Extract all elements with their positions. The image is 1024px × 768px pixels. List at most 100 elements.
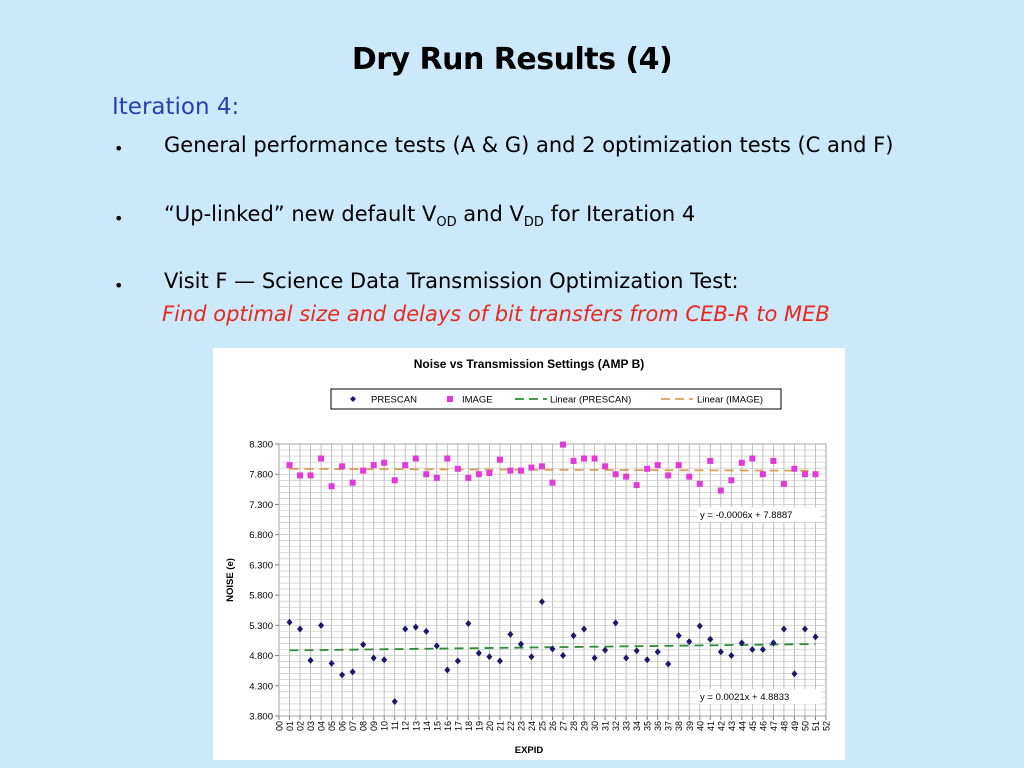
x-tick-label: 00 [275, 721, 285, 731]
legend-prescan-marker [350, 396, 356, 402]
x-tick-label: 29 [580, 721, 590, 731]
image-point [801, 471, 808, 478]
x-tick-label: 25 [537, 721, 547, 731]
bullet-item-visit-f: Visit F — Science Data Transmission Opti… [164, 269, 739, 293]
x-tick-label: 43 [727, 721, 737, 731]
annotation-bg [697, 507, 821, 522]
image-point [581, 455, 588, 462]
y-tick-label: 6.300 [249, 560, 273, 571]
image-point [349, 479, 356, 486]
x-tick-label: 51 [811, 721, 821, 731]
visit-f-goal: Find optimal size and delays of bit tran… [162, 302, 830, 326]
image-point [654, 462, 661, 469]
image-point [465, 474, 472, 481]
x-tick-label: 05 [327, 721, 337, 731]
image-point [717, 487, 724, 494]
x-tick-label: 32 [611, 721, 621, 731]
prescan-point [675, 632, 682, 640]
prescan-point [780, 625, 787, 633]
x-tick-label: 37 [664, 721, 674, 731]
image-point [570, 457, 577, 464]
prescan-point [560, 652, 567, 660]
legend-linear-image-label: Linear (IMAGE) [697, 395, 763, 406]
image-point [286, 462, 293, 469]
image-point [328, 483, 335, 490]
x-tick-label: 44 [737, 721, 747, 731]
annotation-bg [697, 689, 821, 704]
prescan-point [581, 625, 588, 633]
x-tick-label: 40 [695, 721, 705, 731]
prescan-point [759, 646, 766, 654]
x-tick-label: 38 [674, 721, 684, 731]
image-point [444, 455, 451, 462]
image-point [644, 465, 651, 472]
prescan-point [570, 632, 577, 640]
prescan-point [591, 654, 598, 662]
x-tick-label: 33 [622, 721, 632, 731]
prescan-point [328, 659, 335, 667]
y-tick-label: 8.300 [249, 440, 273, 451]
x-tick-label: 23 [516, 721, 526, 731]
prescan-point [812, 633, 819, 641]
image-point [381, 459, 388, 466]
image-point [675, 462, 682, 469]
image-point [560, 441, 567, 448]
x-tick-label: 39 [685, 721, 695, 731]
prescan-point [801, 625, 808, 633]
y-axis-label: NOISE (e) [225, 558, 236, 602]
x-tick-label: 48 [779, 721, 789, 731]
image-point [507, 467, 514, 474]
prescan-point [423, 627, 430, 635]
image-point [412, 455, 419, 462]
y-tick-label: 3.800 [249, 712, 273, 723]
x-axis-label: EXPID [515, 745, 544, 756]
image-point [686, 473, 693, 480]
x-tick-label: 10 [380, 721, 390, 731]
prescan-point [528, 653, 535, 661]
x-tick-label: 36 [653, 721, 663, 731]
trend-equation-image: y = -0.0006x + 7.8887 [700, 510, 792, 521]
x-tick-label: 27 [559, 721, 569, 731]
prescan-point [391, 697, 398, 705]
x-tick-label: 09 [369, 721, 379, 731]
x-tick-label: 34 [632, 721, 642, 731]
x-tick-label: 26 [548, 721, 558, 731]
image-point [623, 473, 630, 480]
x-tick-label: 35 [643, 721, 653, 731]
x-tick-label: 14 [422, 721, 432, 731]
x-tick-label: 47 [769, 721, 779, 731]
prescan-point [381, 656, 388, 664]
image-point [665, 472, 672, 479]
vod-subscript: OD [436, 215, 457, 230]
prescan-point [654, 648, 661, 656]
image-point [759, 471, 766, 478]
y-tick-label: 4.300 [249, 681, 273, 692]
bullet-marker: • [114, 209, 124, 228]
chart-title: Noise vs Transmission Settings (AMP B) [414, 357, 645, 371]
prescan-point [360, 641, 367, 649]
y-tick-label: 5.300 [249, 621, 273, 632]
noise-chart: Noise vs Transmission Settings (AMP B) 8.… [225, 357, 832, 756]
image-point [297, 472, 304, 479]
uplinked-text-end: for Iteration 4 [543, 202, 696, 226]
x-tick-label: 02 [296, 721, 306, 731]
image-point [307, 472, 314, 479]
prescan-point [286, 618, 293, 626]
image-point [486, 470, 493, 477]
x-tick-label: 49 [790, 721, 800, 731]
prescan-point [297, 625, 304, 633]
trendline-image [289, 467, 816, 472]
prescan-point [517, 640, 524, 648]
image-point [749, 455, 756, 462]
uplinked-text-start: “Up-linked” new default V [164, 202, 437, 226]
image-point [707, 457, 714, 464]
x-tick-label: 04 [317, 721, 327, 731]
x-tick-label: 06 [338, 721, 348, 731]
prescan-point [549, 645, 556, 653]
x-tick-label: 08 [359, 721, 369, 731]
x-tick-label: 12 [401, 721, 411, 731]
image-point [433, 474, 440, 481]
image-point [370, 462, 377, 469]
prescan-point [465, 620, 472, 628]
chart-panel: Noise vs Transmission Settings (AMP B) 8.… [213, 348, 845, 760]
